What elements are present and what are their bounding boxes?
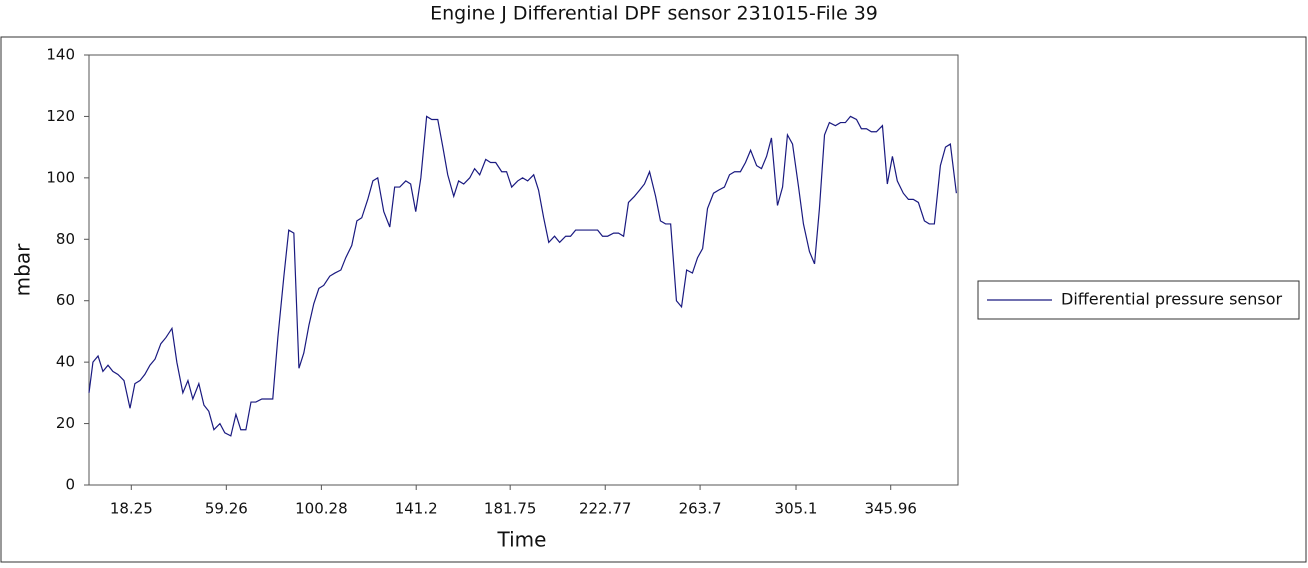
y-tick-label: 40 [56, 353, 75, 371]
x-tick-label: 100.28 [295, 500, 348, 518]
chart-title: Engine J Differential DPF sensor 231015-… [430, 3, 878, 25]
x-tick-label: 263.7 [679, 500, 722, 518]
x-tick-label: 345.96 [864, 500, 917, 518]
data-line [88, 115, 957, 437]
plot-area [88, 54, 959, 486]
x-tick-label: 18.25 [110, 500, 153, 518]
y-axis-label: mbar [11, 243, 35, 296]
y-tick-label: 60 [56, 291, 75, 309]
y-tick-label: 100 [46, 168, 75, 186]
y-tick-label: 140 [46, 46, 75, 64]
y-tick-label: 0 [65, 476, 75, 494]
y-tick-label: 80 [56, 230, 75, 248]
legend-label: Differential pressure sensor [1061, 290, 1283, 309]
y-tick-label: 20 [56, 414, 75, 432]
x-tick-label: 141.2 [395, 500, 438, 518]
x-tick-label: 305.1 [775, 500, 818, 518]
x-tick-label: 181.75 [484, 500, 537, 518]
x-tick-label: 59.26 [205, 500, 248, 518]
chart-frame [0, 36, 1307, 563]
x-tick-label: 222.77 [579, 500, 632, 518]
x-axis-label: Time [497, 528, 547, 552]
y-tick-label: 120 [46, 107, 75, 125]
